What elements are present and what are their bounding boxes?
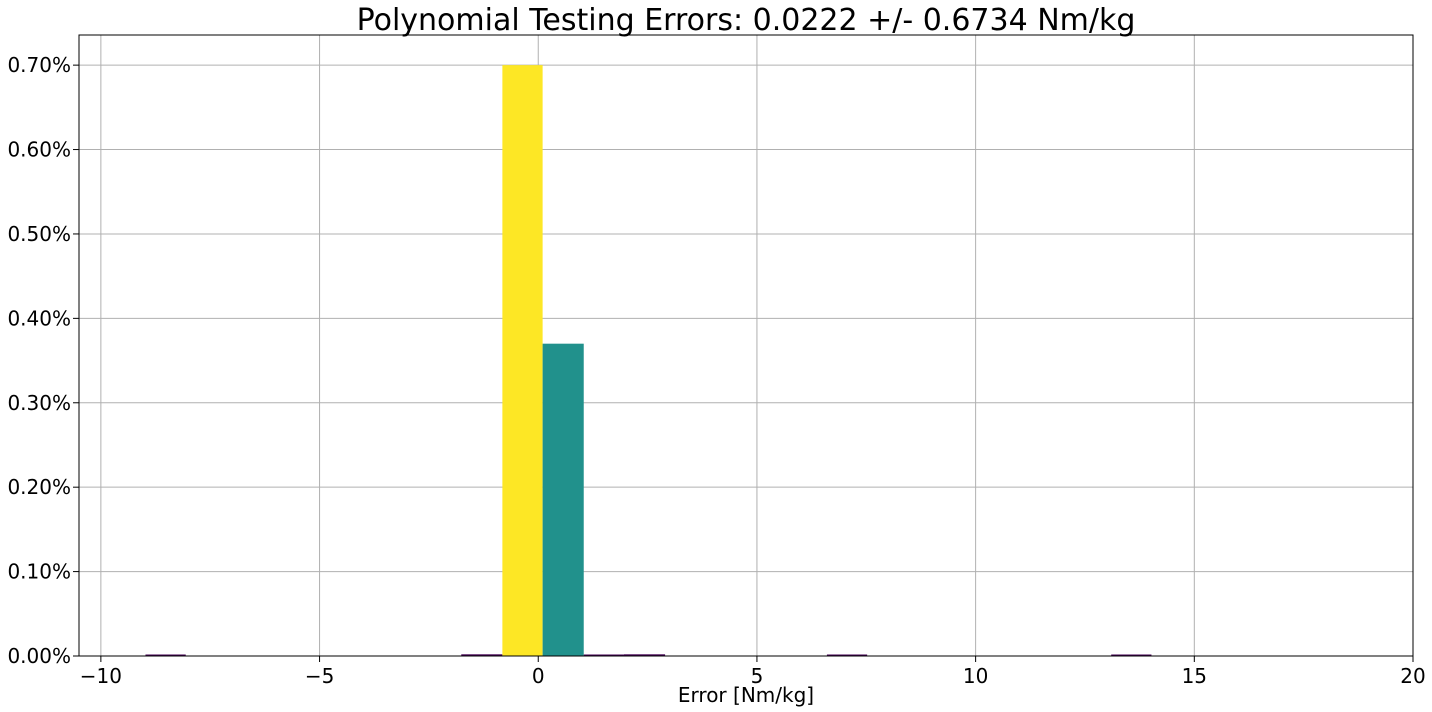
histogram-bar <box>542 343 584 656</box>
y-tick-label: 0.10% <box>7 560 71 584</box>
x-tick-label: 0 <box>532 664 545 688</box>
x-tick-label: 15 <box>1182 664 1207 688</box>
y-tick-label: 0.40% <box>7 306 71 330</box>
x-tick-label: −10 <box>80 664 122 688</box>
x-tick-label: 10 <box>963 664 988 688</box>
y-tick-label: 0.50% <box>7 222 71 246</box>
chart-title: Polynomial Testing Errors: 0.0222 +/- 0.… <box>357 3 1136 38</box>
x-axis-label: Error [Nm/kg] <box>678 683 814 707</box>
histogram-bars <box>145 65 1152 656</box>
x-tick-label: 20 <box>1400 664 1425 688</box>
grid-lines <box>79 35 1414 657</box>
histogram-bar <box>145 654 186 656</box>
axis-ticks: −10 −5 0 5 10 15 20 0.00% 0.10% 0.20% 0.30% 0.40% 0.… <box>7 53 1425 688</box>
y-tick-label: 0.30% <box>7 391 71 415</box>
axes-frame <box>78 34 1414 657</box>
histogram-bar <box>583 654 624 656</box>
histogram-bar <box>461 654 503 656</box>
y-tick-label: 0.20% <box>7 475 71 499</box>
histogram-bar <box>1111 654 1152 656</box>
histogram-bar <box>826 654 868 656</box>
histogram-bar <box>502 65 543 656</box>
y-tick-label: 0.60% <box>7 138 71 162</box>
x-tick-label: −5 <box>305 664 334 688</box>
histogram-bar <box>623 654 666 656</box>
y-tick-label: 0.70% <box>7 53 71 77</box>
y-tick-label: 0.00% <box>7 644 71 668</box>
x-tick-label: 5 <box>751 664 764 688</box>
